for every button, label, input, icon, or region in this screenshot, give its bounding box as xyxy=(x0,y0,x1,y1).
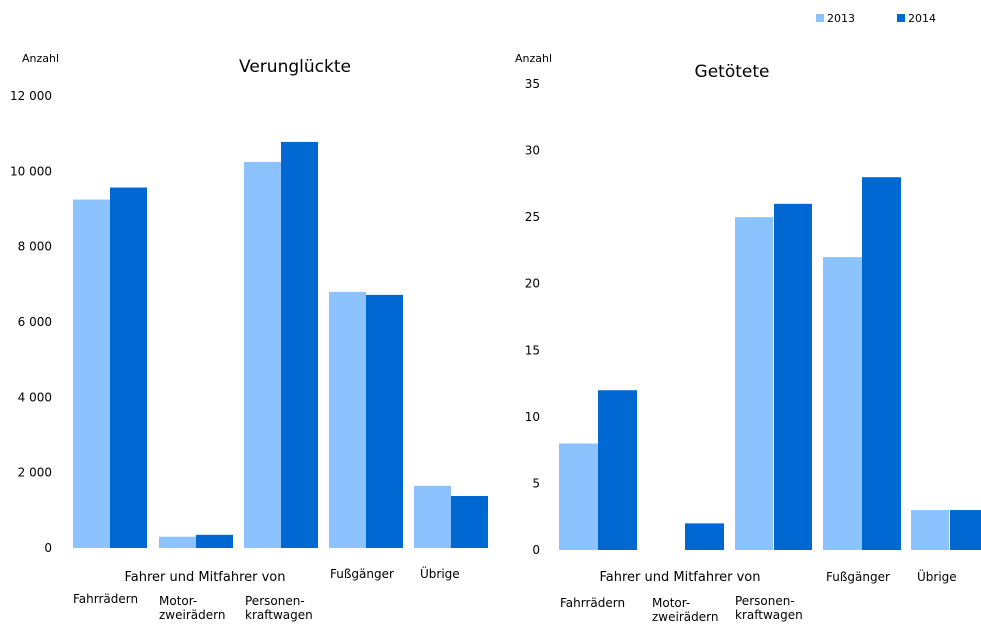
right-y-tick-label: 20 xyxy=(525,277,540,291)
left-category-label: Personen-kraftwagen xyxy=(245,594,313,622)
right-bar-2014-4 xyxy=(950,510,981,550)
right-category-label: Übrige xyxy=(917,568,957,584)
right-bar-2014-0 xyxy=(598,390,637,550)
chart-getoetete: Anzahl Getötete 0 5 10 15 20 25 30 35 Fahrer un… xyxy=(515,52,981,624)
left-bars xyxy=(73,141,488,549)
right-chart-title: Getötete xyxy=(695,62,770,82)
legend-swatch-2014 xyxy=(897,14,905,22)
legend-label-2014: 2014 xyxy=(908,12,936,25)
left-bar-2013-0 xyxy=(73,199,110,549)
right-bar-2014-2 xyxy=(774,203,812,551)
right-y-tick-label: 0 xyxy=(532,543,540,557)
right-bar-2013-3 xyxy=(823,257,862,550)
right-bar-2013-2 xyxy=(735,217,773,550)
left-category-label: Fahrrädern xyxy=(73,592,138,606)
right-y-tick-label: 15 xyxy=(525,343,540,357)
left-y-tick-label: 4 000 xyxy=(18,390,52,404)
right-bar-2013-4 xyxy=(911,510,949,550)
right-category-label: Motor-zweirädern xyxy=(652,596,718,624)
right-y-tick-label: 25 xyxy=(525,210,540,224)
left-category-labels: Fahrrädern Motor-zweirädern Personen-kraft… xyxy=(73,565,460,622)
left-bar-2013-3 xyxy=(329,291,366,548)
left-category-label: Fußgänger xyxy=(330,567,394,581)
right-y-tick-label: 10 xyxy=(525,410,540,424)
right-group-label: Fahrer und Mitfahrer von xyxy=(599,570,760,585)
left-bar-2014-4 xyxy=(451,496,488,548)
right-category-label: Fahrrädern xyxy=(560,596,625,610)
right-bars xyxy=(559,177,981,551)
left-bar-2014-3 xyxy=(366,294,403,548)
right-category-labels: Fahrrädern Motor-zweirädern Personen-kraft… xyxy=(560,568,957,624)
right-category-label: Fußgänger xyxy=(826,570,890,584)
left-bar-2014-1 xyxy=(196,534,233,548)
left-bar-2014-2 xyxy=(281,141,318,548)
left-y-tick-label: 0 xyxy=(44,541,52,555)
left-category-label: Motor-zweirädern xyxy=(159,594,225,622)
left-group-label: Fahrer und Mitfahrer von xyxy=(124,570,285,585)
right-y-ticks: 0 5 10 15 20 25 30 35 xyxy=(525,77,540,557)
right-y-tick-label: 35 xyxy=(525,77,540,91)
right-bar-2014-1 xyxy=(685,523,724,550)
legend-label-2013: 2013 xyxy=(827,12,855,25)
right-bar-2013-0 xyxy=(559,443,598,550)
right-y-tick-label: 30 xyxy=(525,144,540,158)
right-y-tick-label: 5 xyxy=(532,476,540,490)
right-bar-2014-3 xyxy=(862,177,901,550)
left-y-tick-label: 10 000 xyxy=(10,164,52,178)
left-category-label: Übrige xyxy=(420,565,460,581)
left-bar-2013-1 xyxy=(159,536,196,548)
legend: 2013 2014 xyxy=(816,12,936,25)
left-y-tick-label: 2 000 xyxy=(18,466,52,480)
left-y-ticks: 0 2 000 4 000 6 000 8 000 10 000 12 000 xyxy=(10,89,52,555)
left-chart-title: Verunglückte xyxy=(239,57,351,77)
left-y-tick-label: 12 000 xyxy=(10,89,52,103)
left-axis-unit: Anzahl xyxy=(22,52,59,65)
right-category-label: Personen-kraftwagen xyxy=(735,594,803,622)
left-bar-2014-0 xyxy=(110,187,147,548)
left-bar-2013-4 xyxy=(414,485,451,548)
chart-verunglueckte: Anzahl Verunglückte 0 2 000 4 000 6 000 8 00… xyxy=(10,52,488,622)
left-bar-2013-2 xyxy=(244,161,281,548)
left-y-tick-label: 6 000 xyxy=(18,315,52,329)
legend-swatch-2013 xyxy=(816,14,824,22)
right-axis-unit: Anzahl xyxy=(515,52,552,65)
left-y-tick-label: 8 000 xyxy=(18,240,52,254)
